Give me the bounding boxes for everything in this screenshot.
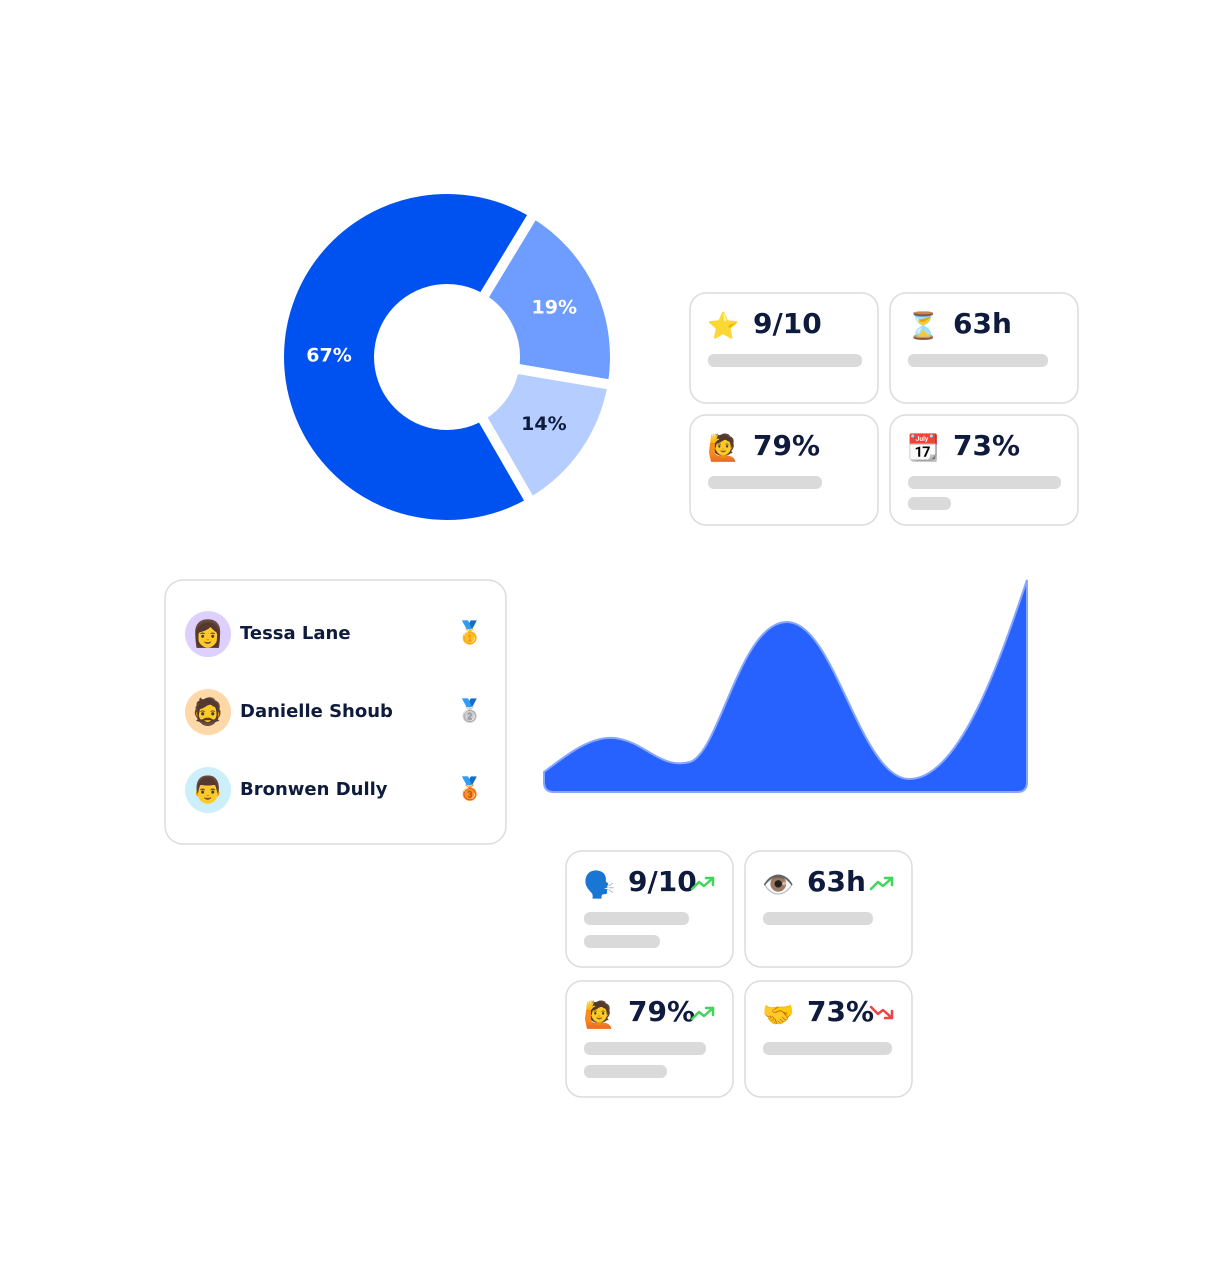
stat-icon: 🤝 [762, 1001, 794, 1031]
medal: 🥉 [456, 776, 483, 802]
trend-arrow [869, 1005, 894, 1020]
stat-value: 63h [807, 865, 866, 898]
donut-label: 14% [521, 413, 566, 435]
trend-arrow [690, 1006, 715, 1021]
avatar-emoji: 🧔 [192, 696, 224, 728]
stat-icon: 🙋 [583, 1000, 615, 1031]
medal: 🥈 [456, 698, 483, 724]
stat-icon: ⭐ [707, 311, 739, 342]
stat-card [744, 980, 913, 1098]
placeholder-bar [584, 912, 689, 925]
stat-value: 63h [953, 307, 1012, 340]
avatar-emoji: 👩 [192, 619, 224, 650]
avatar [185, 611, 231, 657]
placeholder-bar [584, 1042, 706, 1055]
leaderboard-panel [164, 579, 507, 845]
avatar [185, 689, 231, 735]
avatar-emoji: 👨 [192, 775, 224, 806]
donut-segment [477, 208, 620, 391]
placeholder-bar [763, 1042, 892, 1055]
placeholder-bar [908, 497, 951, 510]
stat-card [689, 414, 879, 526]
donut-label: 67% [306, 344, 351, 366]
placeholder-bar [908, 354, 1048, 367]
stat-icon: ⏳ [907, 311, 939, 342]
stat-icon: 🙋 [707, 433, 739, 464]
stat-value: 79% [753, 429, 820, 462]
trend-arrow-head [883, 876, 894, 887]
member-name: Tessa Lane [240, 623, 351, 644]
area-chart [543, 579, 1028, 793]
stat-card [689, 292, 879, 404]
stat-icon: 🗣️ [583, 870, 615, 901]
placeholder-bar [584, 935, 660, 948]
member-name: Bronwen Dully [240, 779, 388, 800]
trend-arrow [869, 876, 894, 891]
trend-arrow-head [704, 876, 715, 887]
donut-segment [476, 363, 618, 508]
placeholder-bar [763, 912, 873, 925]
avatar [185, 767, 231, 813]
stat-icon: 👁️ [762, 871, 794, 901]
donut-segment [274, 184, 540, 530]
member-name: Danielle Shoub [240, 701, 393, 722]
stat-value: 9/10 [753, 307, 822, 340]
stat-value: 73% [953, 429, 1020, 462]
trend-arrow [690, 876, 715, 891]
placeholder-bar [708, 354, 862, 367]
medal: 🥇 [456, 620, 483, 646]
stat-card [744, 850, 913, 968]
donut-label: 19% [532, 296, 577, 318]
placeholder-bar [584, 1065, 667, 1078]
trend-arrow-head [883, 1009, 894, 1020]
stat-value: 9/10 [628, 865, 697, 898]
placeholder-bar [908, 476, 1061, 489]
stat-card [889, 292, 1079, 404]
placeholder-bar [708, 476, 822, 489]
stat-value: 79% [628, 995, 695, 1028]
stat-value: 73% [807, 995, 874, 1028]
trend-arrow-head [704, 1006, 715, 1017]
stat-icon: 📆 [907, 433, 939, 464]
